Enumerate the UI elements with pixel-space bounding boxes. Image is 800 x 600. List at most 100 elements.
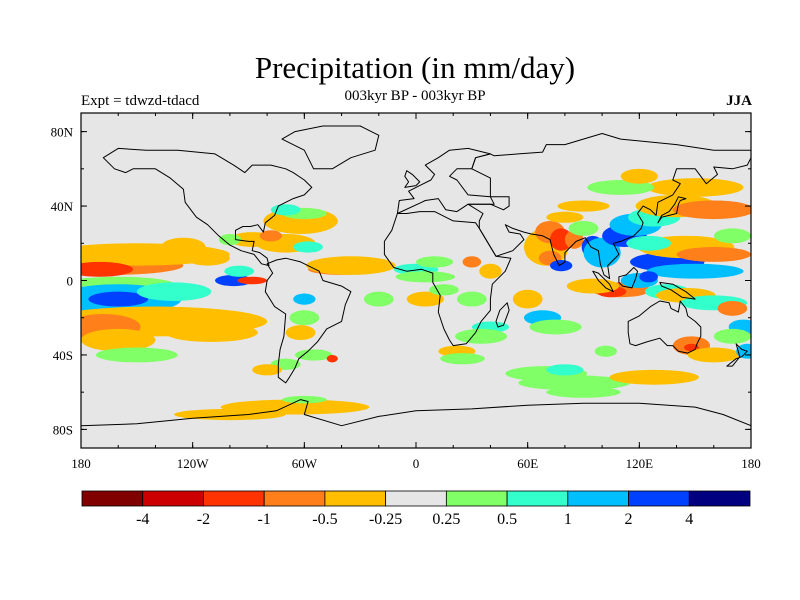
colorbar-swatch (567, 490, 629, 507)
anomaly-region (672, 200, 751, 220)
colorbar-label: -4 (136, 511, 149, 528)
coastline (618, 267, 638, 289)
coastline (404, 170, 421, 188)
anomaly-region (289, 310, 320, 326)
experiment-label: Expt = tdwzd-tdacd (81, 93, 200, 109)
axis-ticks: 180 120W 60W 0 60E 120E 180 80N 40N 0 40S 80S (51, 113, 761, 471)
anomaly-region (587, 180, 655, 195)
x-tick-label: 120W (177, 456, 210, 471)
anomaly-region (293, 241, 323, 253)
anomaly-region (406, 291, 444, 307)
x-tick-label: 60W (292, 456, 318, 471)
anomaly-region (440, 353, 485, 365)
x-tick-label: 60E (517, 456, 538, 471)
anomaly-region (252, 364, 282, 376)
anomaly-region (546, 211, 584, 223)
coastline (659, 281, 696, 300)
colorbar-swatch (263, 490, 326, 507)
colorbar-swatch (81, 490, 144, 507)
anomaly-region (462, 256, 482, 268)
anomaly-region (676, 247, 751, 262)
colorbar-swatch (506, 490, 569, 507)
anomaly-region (293, 293, 316, 305)
anomaly-region (550, 260, 573, 272)
colorbar-label: 2 (625, 511, 633, 528)
anomaly-region (161, 237, 206, 257)
anomaly-region (687, 347, 740, 363)
anomaly-region (363, 291, 394, 307)
colorbar-swatch (628, 490, 690, 507)
page-title: Precipitation (in mm/day) (254, 50, 576, 85)
y-tick-label: 0 (67, 274, 74, 289)
coastline (264, 257, 352, 384)
colorbar-swatch (142, 490, 204, 507)
anomaly-region (557, 200, 610, 212)
anomaly-region (259, 230, 283, 242)
anomaly-region (456, 291, 487, 307)
coastline (281, 125, 380, 170)
colorbar-swatch (385, 490, 447, 507)
coastline (627, 300, 702, 354)
colorbar-label: 1 (564, 511, 572, 528)
coastline (383, 211, 512, 347)
anomaly-region (518, 375, 631, 391)
coastline (467, 133, 751, 280)
anomaly-region (285, 325, 316, 341)
season-label: JJA (726, 93, 752, 109)
anomaly-region (429, 284, 459, 296)
colorbar-label: -0.25 (369, 511, 402, 528)
coastline (726, 343, 748, 367)
anomaly-region (164, 323, 258, 342)
anomaly-region (282, 395, 327, 404)
anomaly-region (479, 263, 502, 279)
colorbar-swatch (445, 490, 508, 507)
anomaly-region (512, 289, 543, 309)
anomaly-region (566, 278, 619, 294)
coastline (495, 302, 510, 328)
anomaly-region (237, 276, 268, 285)
anomaly-region (185, 250, 230, 266)
anomaly-region (583, 237, 621, 268)
anomaly-region (713, 328, 751, 344)
anomaly-region (609, 369, 699, 385)
colorbar-label: 4 (685, 511, 693, 528)
anomaly-region (326, 354, 338, 363)
anomaly-region (295, 349, 333, 361)
y-tick-label: 80N (51, 125, 74, 140)
colorbar-label: -1 (258, 511, 271, 528)
anomaly-region (594, 345, 617, 357)
colorbar-swatch (203, 490, 265, 507)
coastline (592, 270, 614, 293)
y-tick-label: 80S (53, 422, 73, 437)
anomaly-regions (81, 168, 751, 421)
anomaly-region (568, 220, 599, 236)
coastline (102, 147, 313, 267)
anomaly-region (81, 261, 134, 277)
coastlines (81, 125, 751, 448)
anomaly-region (626, 235, 671, 251)
x-tick-label: 120E (626, 456, 654, 471)
period-label: 003kyr BP - 003kyr BP (344, 88, 486, 104)
anomaly-region (550, 228, 573, 251)
x-tick-label: 180 (741, 456, 761, 471)
anomaly-region (88, 291, 148, 307)
colorbar-label: -0.5 (312, 511, 337, 528)
x-tick-label: 0 (413, 456, 420, 471)
anomaly-region (529, 319, 582, 335)
anomaly-region (136, 282, 212, 301)
colorbar: -4 -2 -1 -0.5 -0.25 0.25 0.5 1 2 4 (81, 490, 751, 528)
coastline (81, 399, 751, 448)
anomaly-region (416, 256, 454, 268)
anomaly-region (713, 228, 751, 244)
anomaly-region (395, 271, 456, 283)
colorbar-swatch (688, 490, 751, 507)
anomaly-region (646, 263, 744, 279)
anomaly-region (546, 386, 621, 398)
anomaly-region (95, 347, 178, 363)
anomaly-region (455, 328, 508, 344)
anomaly-region (546, 364, 584, 376)
y-tick-label: 40S (53, 348, 73, 363)
colorbar-label: 0.25 (432, 511, 460, 528)
anomaly-region (81, 328, 156, 352)
